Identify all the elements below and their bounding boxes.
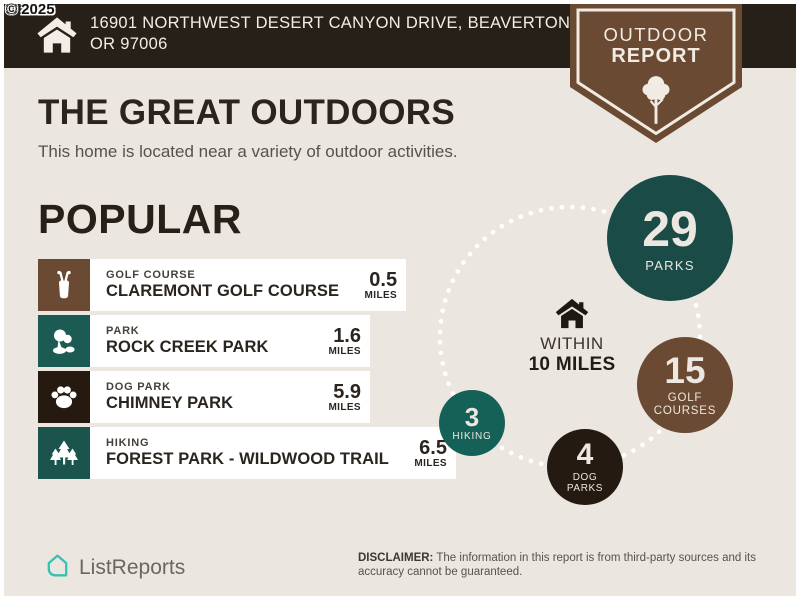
item-name: FOREST PARK - WILDWOOD TRAIL	[106, 450, 389, 468]
disclaimer-label: DISCLAIMER:	[358, 552, 434, 564]
park-icon	[38, 315, 90, 367]
badge-title-line1: OUTDOOR	[603, 24, 709, 45]
hiking-label: HIKING	[452, 431, 492, 442]
pine-trees-icon	[38, 427, 90, 479]
hiking-count: 3	[464, 402, 480, 432]
distance-value: 1.6	[333, 324, 361, 347]
within-word: WITHIN	[540, 334, 604, 353]
golf-count: 15	[664, 350, 706, 391]
tree-icon	[636, 74, 676, 133]
list-card: PARK ROCK CREEK PARK 1.6 MILES	[90, 315, 370, 367]
item-category: PARK	[106, 325, 140, 337]
list-card: GOLF COURSE CLAREMONT GOLF COURSE 0.5 MI…	[90, 259, 407, 311]
dog-label-line1: DOG	[572, 471, 598, 483]
item-category: HIKING	[106, 437, 150, 449]
distance-value: 6.5	[419, 436, 447, 459]
address-line-2: OR 97006	[90, 35, 168, 53]
dotted-radius-circle	[437, 204, 703, 470]
popular-list: GOLF COURSE CLAREMONT GOLF COURSE 0.5 MI…	[38, 259, 456, 483]
golf-label-line1: GOLF	[667, 392, 703, 404]
parks-label: PARKS	[645, 257, 695, 273]
within-distance: 10 MILES	[528, 354, 616, 375]
item-distance: 6.5 MILES	[389, 438, 456, 469]
item-distance: 1.6 MILES	[303, 326, 370, 357]
page-title: THE GREAT OUTDOORS	[38, 93, 455, 132]
stat-bubble-parks: 29 PARKS	[607, 175, 733, 301]
item-category: GOLF COURSE	[106, 269, 196, 281]
distance-value: 5.9	[333, 380, 361, 403]
stat-bubble-golf-courses: 15 GOLF COURSES	[637, 337, 733, 433]
stat-bubble-dog-parks: 4 DOG PARKS	[547, 429, 623, 505]
item-category: DOG PARK	[106, 381, 171, 393]
list-item-hiking: HIKING FOREST PARK - WILDWOOD TRAIL 6.5 …	[38, 427, 456, 479]
outdoor-report-badge: OUTDOOR REPORT	[570, 2, 742, 144]
page-subtitle: This home is located near a variety of o…	[38, 142, 458, 161]
dog-parks-label: DOG PARKS	[567, 472, 603, 495]
disclaimer-body: The information in this report is from t…	[358, 552, 756, 578]
distance-unit: MILES	[328, 345, 361, 357]
list-item-golf-course: GOLF COURSE CLAREMONT GOLF COURSE 0.5 MI…	[38, 259, 407, 311]
golf-label-line2: COURSES	[653, 405, 717, 417]
disclaimer-text: DISCLAIMER: The information in this repo…	[358, 551, 762, 579]
home-icon	[34, 14, 80, 61]
item-name: CHIMNEY PARK	[106, 394, 234, 412]
list-card: DOG PARK CHIMNEY PARK 5.9 MILES	[90, 371, 370, 423]
paw-icon	[38, 371, 90, 423]
address-line-1: 16901 NORTHWEST DESERT CANYON DRIVE, BEA…	[90, 14, 576, 32]
popular-heading: POPULAR	[38, 196, 242, 242]
listreports-logo: ListReports	[44, 552, 185, 584]
property-address: 16901 NORTHWEST DESERT CANYON DRIVE, BEA…	[90, 13, 575, 55]
distance-value: 0.5	[369, 268, 398, 291]
within-radius-label: WITHIN 10 MILES	[502, 334, 642, 376]
stat-bubble-hiking: 3 HIKING	[439, 390, 505, 456]
distance-unit: MILES	[328, 401, 361, 413]
copyright-watermark: © 2025	[6, 1, 55, 18]
listreports-house-icon	[44, 552, 71, 584]
list-card: HIKING FOREST PARK - WILDWOOD TRAIL 6.5 …	[90, 427, 456, 479]
item-distance: 0.5 MILES	[339, 270, 406, 301]
golf-bag-icon	[38, 259, 90, 311]
golf-label: GOLF COURSES	[654, 392, 716, 418]
item-name: ROCK CREEK PARK	[106, 338, 269, 356]
listreports-wordmark: ListReports	[79, 556, 186, 579]
distance-unit: MILES	[364, 289, 398, 301]
badge-title-line2: REPORT	[611, 45, 701, 67]
list-item-park: PARK ROCK CREEK PARK 1.6 MILES	[38, 315, 370, 367]
dog-label-line2: PARKS	[566, 483, 604, 494]
list-item-dog-park: DOG PARK CHIMNEY PARK 5.9 MILES	[38, 371, 370, 423]
parks-count: 29	[642, 200, 698, 257]
dog-parks-count: 4	[576, 437, 594, 471]
item-distance: 5.9 MILES	[303, 382, 370, 413]
distance-unit: MILES	[414, 457, 447, 469]
item-name: CLAREMONT GOLF COURSE	[106, 282, 340, 300]
home-location-icon	[553, 296, 591, 336]
